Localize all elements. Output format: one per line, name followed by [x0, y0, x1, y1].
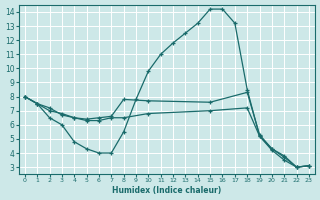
- X-axis label: Humidex (Indice chaleur): Humidex (Indice chaleur): [112, 186, 221, 195]
